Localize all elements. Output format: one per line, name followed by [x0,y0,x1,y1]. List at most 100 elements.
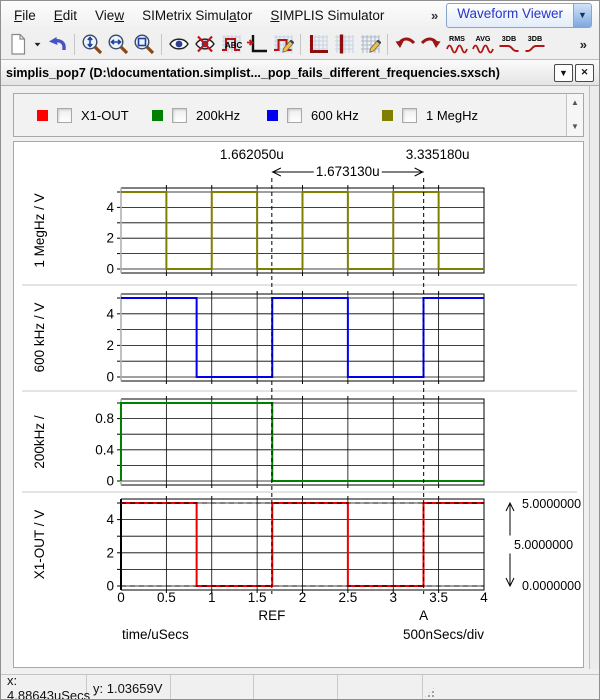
legend-scroll-up-icon[interactable]: ▲ [571,98,579,107]
status-cell-empty [254,675,338,699]
plot-frame [121,293,485,382]
arrow-down-icon [505,577,515,588]
menu-overflow-chevron-icon[interactable]: » [430,7,439,23]
show-grid-icon[interactable] [305,31,331,57]
new-document-icon[interactable] [5,31,31,57]
status-bar: x: 4.88643uSecs y: 1.03659V [1,673,599,699]
legend-item-x1-out: X1-OUT [37,107,152,123]
curve-checkbox-1-meghz[interactable] [402,107,417,123]
x-tick-label: 3 [389,590,397,605]
add-axis-icon[interactable] [244,31,270,57]
add-cursor-icon[interactable] [331,31,357,57]
curve-label: 200kHz [196,107,241,123]
hide-curves-icon[interactable] [192,31,218,57]
menu-view[interactable]: View [95,7,125,23]
y-tick-label: 4 [106,512,114,527]
cursor-ref-y-value: 5.0000000 [522,497,581,511]
plot-frame [121,498,485,591]
toolbar-separator [387,33,388,55]
curve-color-swatch [267,109,278,121]
menu-edit[interactable]: Edit [53,7,78,23]
graph-tab[interactable]: simplis_pop7 (D:\documentation.simplist.… [1,59,599,86]
menu-simetrix-simulator[interactable]: SIMetrix Simulator [142,7,253,23]
y-tick-label: 0.8 [95,411,114,426]
zoom-fit-y-icon[interactable] [79,31,105,57]
legend-item-200khz: 200kHz [152,107,267,123]
status-cell-empty [338,675,423,699]
rms-icon[interactable]: RMS [444,31,470,57]
edit-graph-icon[interactable] [270,31,296,57]
toolbar-separator [74,33,75,55]
arrow-right-icon [414,167,424,177]
x-tick-label: 2 [299,590,307,605]
undo-zoom-icon[interactable] [392,31,418,57]
3db-highpass-icon[interactable]: 3DB [522,31,548,57]
menu-simplis-simulator[interactable]: SIMPLIS Simulator [270,7,385,23]
tab-close-button[interactable]: ✕ [575,63,594,82]
plot-frame [121,398,485,486]
toolbar-overflow-chevron-icon[interactable]: » [579,36,587,52]
undo-icon[interactable] [44,31,70,57]
cursor-a-y-value: 0.0000000 [522,579,581,593]
legend-scrollbar: ▲ ▼ [566,94,583,136]
edit-grid-icon[interactable] [357,31,383,57]
x-tick-label: 1 [208,590,216,605]
y-axis-label: 200kHz / [32,415,47,469]
waveform-600-khz[interactable] [121,297,484,378]
y-axis-label: 1 MegHz / V [32,193,47,267]
waveform-viewer-select[interactable]: Waveform Viewer ▼ [446,2,592,28]
toolbar: ABC RMS AVG 3DB 3DB » [1,29,599,59]
zoom-fit-x-icon[interactable] [105,31,131,57]
redo-zoom-icon[interactable] [418,31,444,57]
legend-item-600-khz: 600 kHz [267,107,382,123]
cursor-delta-y-value: 5.0000000 [514,538,573,552]
zoom-box-icon[interactable] [131,31,157,57]
x-tick-label: 1.5 [248,590,267,605]
x-tick-label: 2.5 [338,590,357,605]
y-tick-label: 4 [106,200,114,215]
avg-icon[interactable]: AVG [470,31,496,57]
viewer-select-value: Waveform Viewer [457,5,563,21]
y-tick-label: 0 [106,370,114,385]
curve-color-swatch [37,109,48,121]
menu-file[interactable]: File [14,7,36,23]
y-tick-label: 0 [106,579,114,594]
resize-grip[interactable] [423,686,436,699]
new-document-dropdown-icon[interactable] [31,31,44,57]
tab-menu-button[interactable]: ▼ [554,63,573,82]
toolbar-buttons: ABC RMS AVG 3DB 3DB [5,31,548,57]
curve-label: 600 kHz [311,107,359,123]
legend-panel: X1-OUT 200kHz 600 kHz 1 MegHz ▲ ▼ [13,93,584,137]
plot-frame [121,187,485,274]
toolbar-separator [300,33,301,55]
curve-color-swatch [382,109,393,121]
3db-lowpass-icon[interactable]: 3DB [496,31,522,57]
curve-color-swatch [152,109,163,121]
label-curves-icon[interactable]: ABC [218,31,244,57]
y-tick-label: 4 [106,306,114,321]
curve-checkbox-600-khz[interactable] [287,107,302,123]
svg-text:3DB: 3DB [528,34,542,43]
y-tick-label: 0.4 [95,442,114,457]
curve-checkbox-200khz[interactable] [172,107,187,123]
status-cursor-x: x: 4.88643uSecs [1,673,90,699]
y-tick-label: 2 [106,338,114,353]
show-curves-icon[interactable] [166,31,192,57]
ref-cursor-readout: 1.662050u [220,147,284,162]
curve-checkbox-x1-out[interactable] [57,107,72,123]
x-tick-label: 3.5 [429,590,448,605]
legend-item-1-meghz: 1 MegHz [382,107,497,123]
arrow-left-icon [271,167,282,177]
svg-text:AVG: AVG [475,34,490,43]
curve-label: 1 MegHz [426,107,479,123]
waveform-1-meghz[interactable] [121,191,484,270]
status-cell-empty [171,675,254,699]
x-scale-label: 500nSecs/div [403,627,484,642]
status-cursor-y: y: 1.03659V [87,675,171,699]
chevron-down-icon[interactable]: ▼ [573,3,591,27]
waveform-plot-area[interactable]: 0 2 4 1 MegHz / V 0 2 4 600 kHz / V 0 0.4 0.8 200kH… [13,141,584,668]
y-axis-label: 600 kHz / V [32,303,47,373]
legend-scroll-down-icon[interactable]: ▼ [571,122,579,131]
y-tick-label: 0 [106,474,114,489]
